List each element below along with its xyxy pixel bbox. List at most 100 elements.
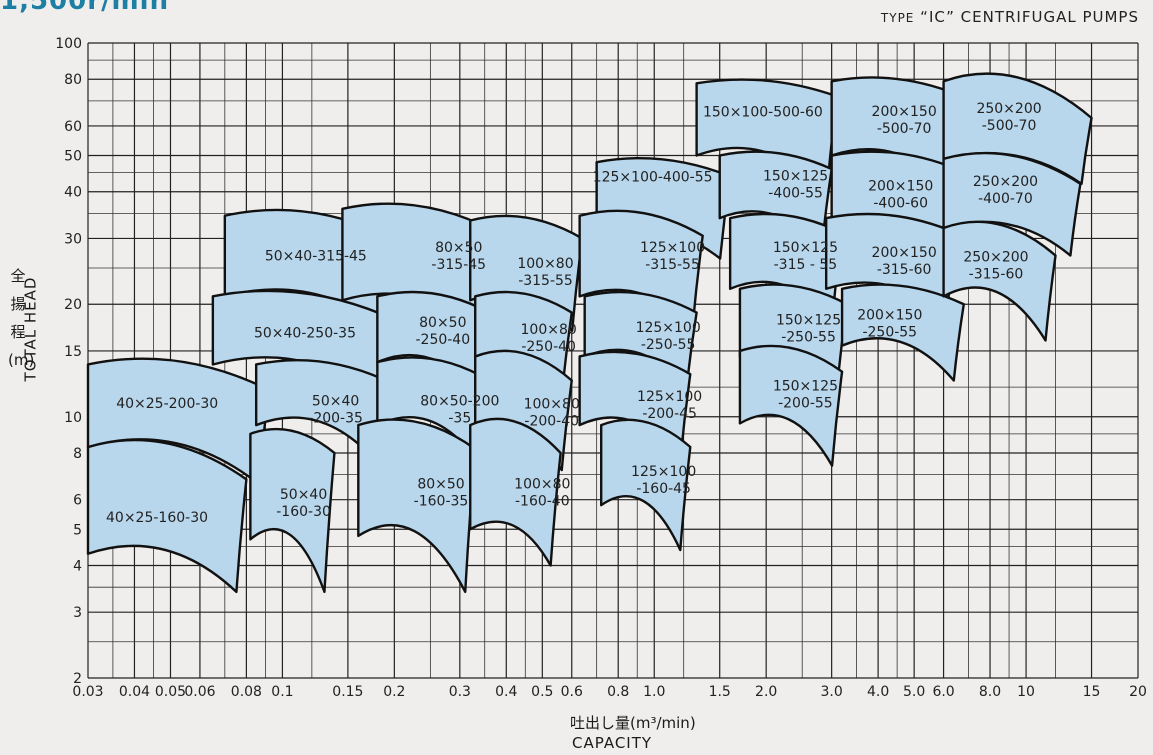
pump-region-label: -200-55 [778, 396, 833, 412]
pump-region [357, 418, 477, 594]
pump-region-label: -250-40 [521, 339, 576, 355]
pump-region-label: -35 [448, 410, 471, 426]
pump-region-label: 250×200 [973, 174, 1038, 190]
chart-subtitle: TYPE “IC” CENTRIFUGAL PUMPS [881, 8, 1139, 26]
pump-region-label: -160-45 [636, 481, 691, 497]
y-axis-ticks: 2 3 4 5 6 8 10 15 20 30 40 50 60 80 100 [55, 36, 82, 687]
x-tick-label: 5.0 [903, 684, 925, 700]
x-tick-label: 4.0 [867, 684, 889, 700]
x-tick-label: 0.15 [332, 684, 363, 700]
pump-region-label: 150×125 [773, 240, 838, 256]
pump-region [942, 220, 1057, 342]
pump-region-label: 40×25-160-30 [106, 510, 208, 526]
pump-region-label: -250-40 [415, 332, 470, 348]
pump-region-label: 200×150 [868, 178, 933, 194]
y-axis-label-jp: 全揚程(m) [8, 267, 35, 369]
y-tick-label: 60 [64, 119, 82, 135]
pump-region-label: 50×40-250-35 [254, 326, 356, 342]
pump-region-label: -400-60 [873, 195, 928, 211]
pump-region-label: 200×150 [872, 245, 937, 261]
pump-regions [86, 72, 1093, 594]
pump-region-label: -200-40 [524, 413, 579, 429]
x-tick-label: 0.3 [449, 684, 471, 700]
subtitle-main: “IC” CENTRIFUGAL PUMPS [920, 8, 1139, 26]
y-tick-label: 3 [73, 605, 82, 621]
cut-off-speed-title: 1,500r/min [0, 0, 170, 16]
y-tick-label: 8 [73, 446, 82, 462]
x-tick-label: 6.0 [932, 684, 954, 700]
subtitle-prefix: TYPE [880, 11, 915, 25]
pump-region-label: 100×80 [517, 256, 573, 272]
x-tick-label: 2.0 [755, 684, 777, 700]
x-tick-label: 0.2 [383, 684, 405, 700]
x-tick-label: 0.1 [271, 684, 293, 700]
pump-region-label: 100×80 [514, 476, 570, 492]
pump-region-label: -160-30 [276, 504, 331, 520]
pump-region-label: 50×40 [280, 487, 327, 503]
x-axis-label-jp: 吐出し量(m³/min) [570, 714, 696, 732]
x-tick-label: 0.05 [155, 684, 186, 700]
pump-region-label: 125×100 [637, 389, 702, 405]
y-tick-label: 5 [73, 522, 82, 538]
pump-region-label: -160-40 [515, 493, 570, 509]
pump-region-label: 40×25-200-30 [116, 396, 218, 412]
pump-region-label: -315-60 [877, 262, 932, 278]
y-tick-label: 10 [64, 410, 82, 426]
pump-region-label: -250-55 [862, 325, 917, 341]
x-tick-label: 3.0 [821, 684, 843, 700]
pump-region-label: 200×150 [857, 308, 922, 324]
x-tick-label: 0.5 [531, 684, 553, 700]
pump-region-label: 150×125 [773, 379, 838, 395]
x-axis-label-en: CAPACITY [572, 734, 653, 752]
y-tick-label: 40 [64, 185, 82, 201]
pump-region-label: -400-70 [978, 191, 1033, 207]
pump-region-label: 100×80 [524, 396, 580, 412]
x-tick-label: 8.0 [979, 684, 1001, 700]
x-tick-label: 0.08 [231, 684, 262, 700]
pump-region [578, 209, 704, 328]
x-tick-label: 10 [1017, 684, 1035, 700]
pump-region [469, 417, 562, 567]
pump-region-label: 50×40-315-45 [265, 249, 367, 265]
pump-region [942, 151, 1082, 257]
pump-region-label: -160-35 [414, 493, 469, 509]
y-axis-label-en: TOTAL HEAD [21, 276, 40, 382]
pump-region-label: 200×150 [872, 104, 937, 120]
pump-region-label: -315-55 [518, 273, 573, 289]
pump-region-label: 50×40 [312, 393, 359, 409]
pump-region [599, 418, 692, 552]
y-tick-label: 4 [73, 558, 82, 574]
y-tick-label: 15 [64, 344, 82, 360]
pump-region-label: -315 - 55 [774, 257, 838, 273]
pump-region-label: 150×100-500-60 [703, 105, 823, 121]
pump-region-label: -315-55 [645, 257, 700, 273]
pump-region-label: -315-45 [431, 257, 486, 273]
y-tick-label: 80 [64, 72, 82, 88]
x-tick-label: 0.6 [561, 684, 583, 700]
y-tick-label: 6 [73, 493, 82, 509]
pump-region [86, 438, 248, 594]
x-tick-label: 0.04 [119, 684, 150, 700]
pump-region-label: -400-55 [768, 185, 823, 201]
pump-region-label: -250-55 [641, 337, 696, 353]
x-tick-label: 1.5 [709, 684, 731, 700]
pump-region-label: 250×200 [963, 249, 1028, 265]
y-tick-label: 50 [64, 149, 82, 165]
pump-region-label: -250-55 [781, 329, 836, 345]
pump-region [738, 344, 844, 467]
pump-region-label: 80×50 [419, 315, 466, 331]
x-tick-label: 0.03 [72, 684, 103, 700]
pump-region-label: 150×125 [763, 168, 828, 184]
pump-region-labels: 40×25-160-3040×25-200-3050×40-315-4550×4… [106, 101, 1042, 526]
pump-region-label: 80×50 [435, 240, 482, 256]
pump-region-label: -500-70 [877, 121, 932, 137]
pump-region-label: 125×100 [640, 240, 705, 256]
pump-region-label: 80×50 [417, 476, 464, 492]
pump-region-label: -315-60 [969, 266, 1024, 282]
pump-region-label: 125×100-400-55 [593, 169, 713, 185]
x-tick-label: 0.8 [607, 684, 629, 700]
pump-region-label: 125×100 [631, 464, 696, 480]
x-tick-label: 20 [1129, 684, 1147, 700]
y-tick-label: 30 [64, 231, 82, 247]
